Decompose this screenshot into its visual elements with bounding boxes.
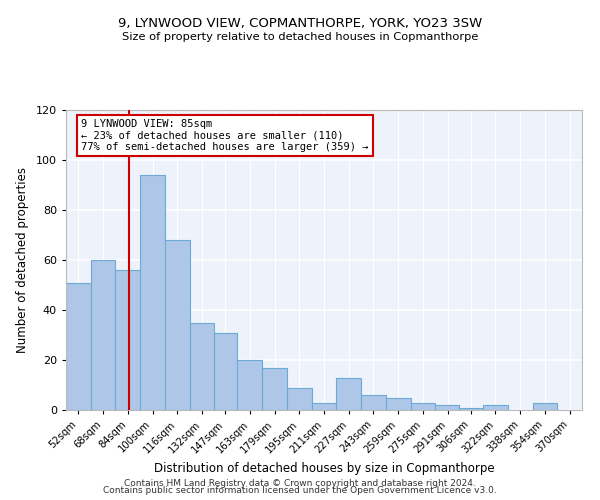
Bar: [214, 332, 238, 410]
Text: 9, LYNWOOD VIEW, COPMANTHORPE, YORK, YO23 3SW: 9, LYNWOOD VIEW, COPMANTHORPE, YORK, YO2…: [118, 18, 482, 30]
Bar: [410, 402, 435, 410]
Bar: [91, 260, 115, 410]
Bar: [459, 408, 483, 410]
Bar: [66, 282, 91, 410]
X-axis label: Distribution of detached houses by size in Copmanthorpe: Distribution of detached houses by size …: [154, 462, 494, 474]
Y-axis label: Number of detached properties: Number of detached properties: [16, 167, 29, 353]
Bar: [115, 270, 140, 410]
Bar: [386, 398, 410, 410]
Bar: [483, 405, 508, 410]
Bar: [337, 378, 361, 410]
Text: Contains HM Land Registry data © Crown copyright and database right 2024.: Contains HM Land Registry data © Crown c…: [124, 478, 476, 488]
Bar: [311, 402, 337, 410]
Bar: [361, 395, 386, 410]
Bar: [435, 405, 459, 410]
Text: Contains public sector information licensed under the Open Government Licence v3: Contains public sector information licen…: [103, 486, 497, 495]
Text: 9 LYNWOOD VIEW: 85sqm
← 23% of detached houses are smaller (110)
77% of semi-det: 9 LYNWOOD VIEW: 85sqm ← 23% of detached …: [82, 119, 369, 152]
Bar: [140, 175, 165, 410]
Bar: [533, 402, 557, 410]
Bar: [262, 368, 287, 410]
Bar: [190, 322, 214, 410]
Bar: [238, 360, 262, 410]
Text: Size of property relative to detached houses in Copmanthorpe: Size of property relative to detached ho…: [122, 32, 478, 42]
Bar: [287, 388, 311, 410]
Bar: [165, 240, 190, 410]
